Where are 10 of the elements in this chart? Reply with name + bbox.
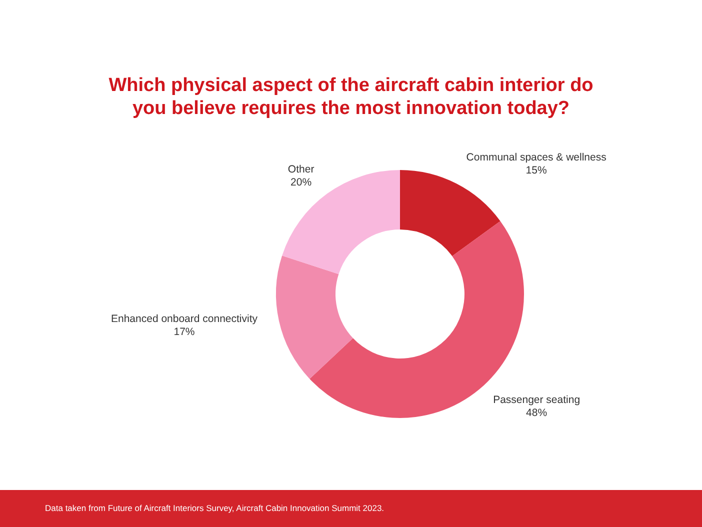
chart-title: Which physical aspect of the aircraft cabin interior do you believe requires the most innovation today? — [108, 74, 594, 120]
data-label: 17% — [174, 326, 195, 338]
data-label: 15% — [526, 164, 547, 176]
data-label: 20% — [290, 176, 312, 188]
slice-label: Other — [288, 163, 315, 176]
text: Data taken from Future of Aircraft Interiors Survey, Aircraft Cabin Innovation Summit 2023. — [45, 503, 384, 513]
slice-label: Communal spaces & wellness — [466, 151, 606, 164]
data-label: 48% — [526, 406, 548, 419]
slice-label: Passenger seating — [493, 394, 580, 406]
slice-label: Enhanced onboard connectivity — [110, 313, 258, 326]
